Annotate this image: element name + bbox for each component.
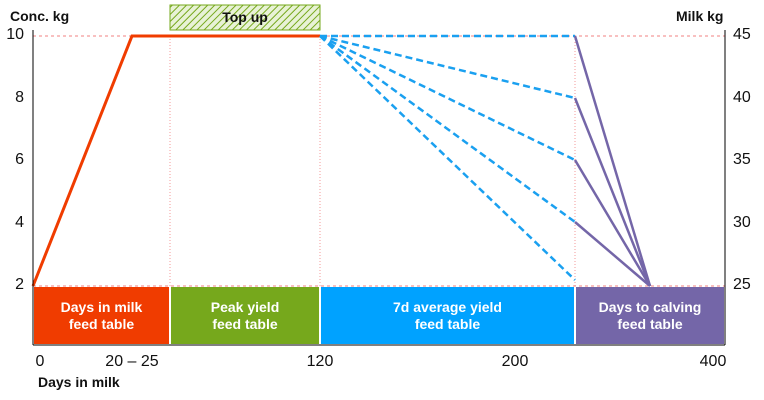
left-tick-label: 2	[15, 276, 24, 293]
left-tick-label: 10	[6, 26, 24, 43]
conc-line	[31, 34, 320, 287]
right-tick-label: 25	[733, 276, 751, 293]
x-axis-title: Days in milk	[38, 374, 120, 390]
right-tick-label: 30	[733, 213, 751, 231]
right-tick-label: 35	[733, 151, 751, 168]
x-tick-label: 0	[35, 353, 45, 370]
calving-lines	[573, 35, 652, 287]
feed-box: Days in milk feed table	[34, 287, 169, 344]
feed-box: Peak yield feed table	[171, 287, 319, 344]
right-tick-label: 45	[733, 26, 751, 43]
left-axis-title: Conc. kg	[10, 8, 70, 24]
right-tick-label: 40	[733, 88, 751, 106]
x-tick-label: 200	[501, 353, 529, 370]
x-tick-label: 400	[699, 353, 727, 370]
top-up-box	[169, 4, 321, 31]
top-up-label: Top up	[222, 9, 268, 25]
left-tick-label: 6	[15, 151, 24, 168]
yield-lines	[319, 34, 576, 281]
feed-box: Days to calving feed table	[576, 287, 724, 344]
feed-box: 7d average yield feed table	[321, 287, 574, 344]
x-tick-label: 120	[306, 353, 334, 370]
x-tick-label: 20 – 25	[105, 353, 159, 370]
left-tick-label: 8	[15, 88, 24, 106]
right-axis-title: Milk kg	[676, 8, 724, 24]
left-tick-label: 4	[15, 213, 24, 231]
